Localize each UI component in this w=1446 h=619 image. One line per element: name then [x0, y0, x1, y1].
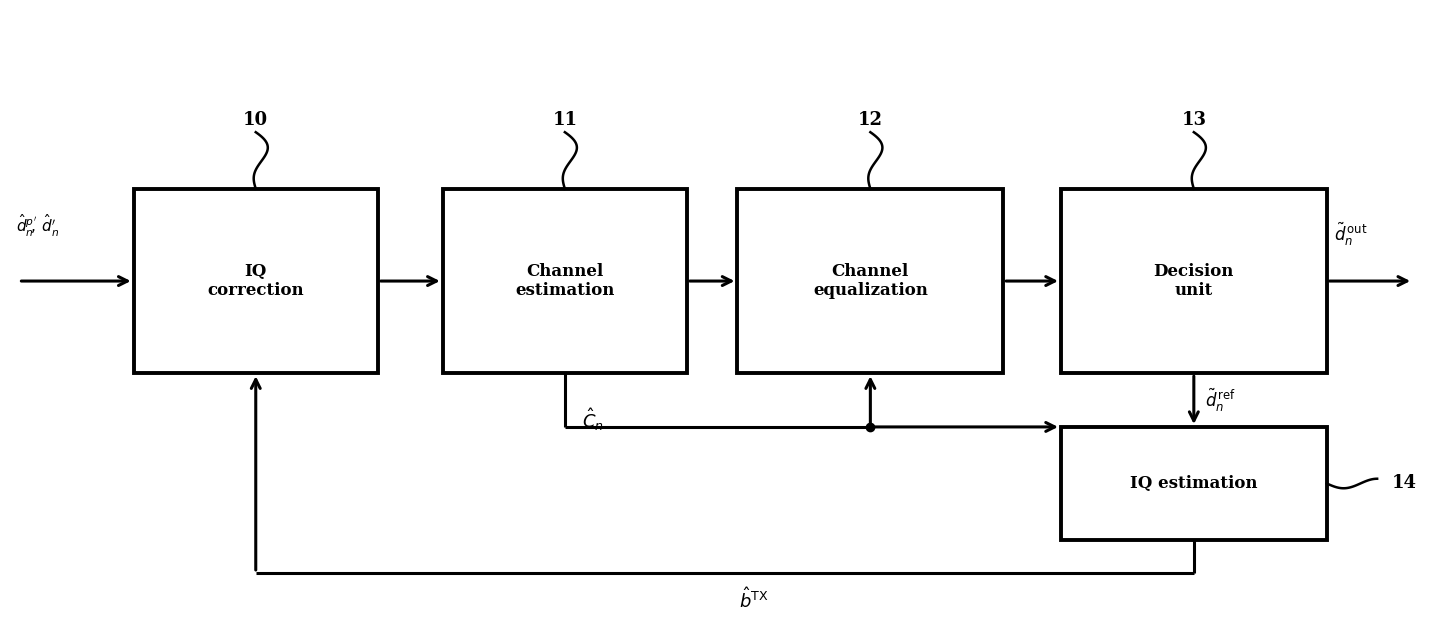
Bar	[1061, 189, 1327, 373]
Text: Channel
estimation: Channel estimation	[515, 262, 615, 300]
Text: $\hat{d}_n^{p'}\!\!,\,\hat{d}_n'$: $\hat{d}_n^{p'}\!\!,\,\hat{d}_n'$	[16, 213, 59, 240]
Text: 13: 13	[1181, 111, 1206, 129]
Bar	[1061, 427, 1327, 540]
Text: Decision
unit: Decision unit	[1154, 262, 1233, 300]
Text: $\hat{C}_n$: $\hat{C}_n$	[583, 406, 604, 433]
Text: 12: 12	[857, 111, 884, 129]
Text: Channel
equalization: Channel equalization	[813, 262, 928, 300]
Bar	[442, 189, 687, 373]
Text: 10: 10	[243, 111, 269, 129]
Text: $\hat{b}^{\mathrm{TX}}$: $\hat{b}^{\mathrm{TX}}$	[739, 587, 768, 612]
Text: $\tilde{d}_n^{\,\mathrm{ref}}$: $\tilde{d}_n^{\,\mathrm{ref}}$	[1206, 386, 1236, 413]
Text: IQ
correction: IQ correction	[207, 262, 304, 300]
Text: 11: 11	[552, 111, 577, 129]
Text: $\tilde{d}_n^{\,\mathrm{out}}$: $\tilde{d}_n^{\,\mathrm{out}}$	[1335, 221, 1368, 248]
Text: IQ estimation: IQ estimation	[1131, 475, 1258, 492]
Text: 14: 14	[1391, 475, 1417, 493]
Bar	[133, 189, 377, 373]
Bar	[737, 189, 1004, 373]
